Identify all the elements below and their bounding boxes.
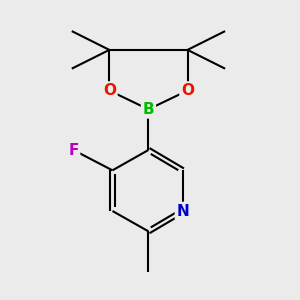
Text: O: O xyxy=(181,83,194,98)
Text: O: O xyxy=(103,83,116,98)
Text: N: N xyxy=(176,203,189,218)
Text: B: B xyxy=(142,102,154,117)
Text: F: F xyxy=(68,142,79,158)
